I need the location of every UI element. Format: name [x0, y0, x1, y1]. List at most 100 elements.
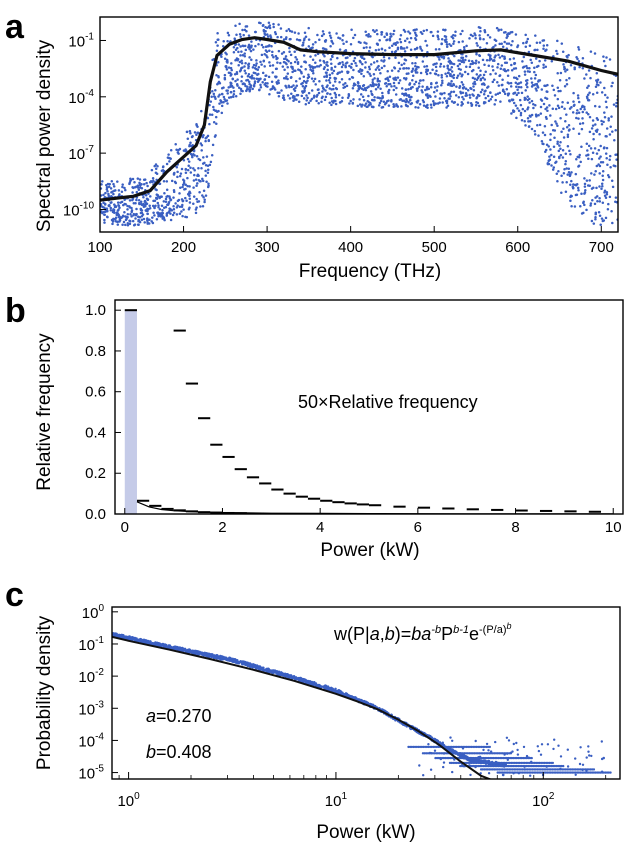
panel-a-point — [447, 71, 450, 74]
panel-a-point — [475, 52, 478, 56]
panel-a-point — [265, 50, 269, 54]
panel-c-x-tick-label: 101 — [325, 791, 348, 810]
panel-a-point — [474, 61, 478, 65]
panel-c-point — [600, 740, 603, 743]
panel-a-point — [528, 97, 531, 101]
panel-c-point — [517, 764, 520, 768]
panel-a-point — [546, 161, 550, 165]
panel-a-point — [383, 59, 386, 62]
panel-a-point — [367, 104, 371, 107]
panel-a-point — [550, 153, 553, 157]
panel-a-point — [129, 213, 132, 216]
panel-a-point — [128, 199, 132, 202]
panel-a-point — [564, 190, 568, 194]
panel-a-point — [111, 222, 114, 226]
panel-c-point — [480, 764, 484, 768]
panel-a-point — [533, 133, 537, 136]
panel-c-point — [278, 672, 282, 676]
panel-a-point — [591, 151, 595, 154]
panel-a-point — [264, 74, 267, 77]
panel-a-point — [340, 99, 344, 103]
panel-a-point — [113, 203, 116, 206]
panel-a-point — [232, 86, 235, 89]
panel-b-bar — [124, 310, 137, 514]
panel-a-point — [484, 96, 487, 100]
panel-a-point — [373, 30, 376, 34]
panel-a-point — [475, 96, 479, 99]
panel-a-point — [425, 85, 429, 89]
panel-a-point — [496, 81, 499, 84]
panel-a-point — [567, 167, 571, 170]
panel-c-point — [189, 649, 193, 653]
panel-a-point — [389, 32, 392, 36]
panel-c-point — [339, 690, 343, 693]
panel-a-point — [282, 60, 286, 64]
panel-a-point — [174, 202, 177, 205]
panel-a-point — [314, 41, 317, 44]
panel-a-point — [387, 90, 390, 93]
panel-a-point — [330, 96, 333, 100]
panel-c-point — [539, 753, 543, 756]
panel-a-point — [415, 87, 419, 91]
panel-a-point — [321, 95, 324, 98]
panel-c-point — [487, 749, 490, 752]
panel-c-point — [443, 745, 447, 749]
panel-a-point — [286, 65, 289, 69]
panel-a-point — [510, 68, 514, 72]
panel-a-point — [477, 104, 481, 108]
panel-a-point — [450, 75, 454, 78]
panel-a-point — [134, 217, 137, 220]
panel-c-point — [225, 658, 229, 662]
panel-c-fit-line — [112, 635, 493, 779]
panel-a-point — [486, 33, 490, 37]
panel-a-point — [324, 89, 327, 92]
panel-c-point — [543, 761, 546, 765]
panel-a-point — [490, 95, 494, 98]
panel-c-point — [525, 764, 528, 768]
panel-a-point — [338, 48, 342, 51]
panel-a-point — [598, 105, 601, 108]
panel-a-point — [594, 123, 597, 126]
panel-a-point — [344, 81, 347, 85]
panel-a-point — [495, 26, 499, 30]
panel-c-point — [249, 665, 252, 668]
panel-a-chart: 100 200 300 400 500 600 700 10-110-410-710-10 … — [34, 16, 619, 282]
panel-a-point — [155, 172, 159, 175]
panel-a-point — [468, 93, 471, 97]
panel-a-point — [337, 36, 340, 39]
panel-a-point — [186, 168, 190, 172]
panel-a-point — [201, 177, 204, 181]
panel-c-point — [559, 755, 563, 758]
panel-c-point — [474, 765, 477, 769]
panel-a-point — [400, 105, 403, 108]
panel-a-point — [417, 106, 420, 109]
panel-a-point — [266, 35, 270, 38]
panel-a-point — [545, 143, 549, 147]
panel-a-point — [356, 104, 360, 108]
panel-a-point — [601, 201, 605, 204]
panel-a-point — [348, 77, 351, 81]
panel-a-point — [494, 93, 498, 96]
panel-a-point — [582, 201, 585, 205]
panel-a-point — [589, 202, 593, 205]
panel-a-point — [358, 98, 361, 101]
formula-P-exponent: b-1 — [453, 624, 469, 636]
panel-a-point — [565, 113, 568, 116]
panel-c-point — [299, 679, 303, 683]
panel-a-point — [354, 83, 357, 86]
panel-a-point — [371, 28, 375, 32]
panel-a-point — [172, 207, 176, 211]
panel-a-point — [188, 201, 192, 204]
panel-a-point — [496, 62, 500, 66]
panel-a-point — [149, 195, 152, 198]
panel-a-point — [470, 103, 474, 106]
panel-a-point — [562, 127, 565, 131]
panel-c-point — [148, 640, 152, 643]
panel-a-point — [533, 129, 537, 133]
panel-a-point — [269, 88, 272, 91]
panel-c-point — [511, 761, 515, 765]
panel-a-point — [251, 66, 255, 69]
panel-a-point — [296, 61, 300, 64]
panel-a-point — [135, 207, 138, 211]
panel-a-point — [113, 205, 117, 209]
